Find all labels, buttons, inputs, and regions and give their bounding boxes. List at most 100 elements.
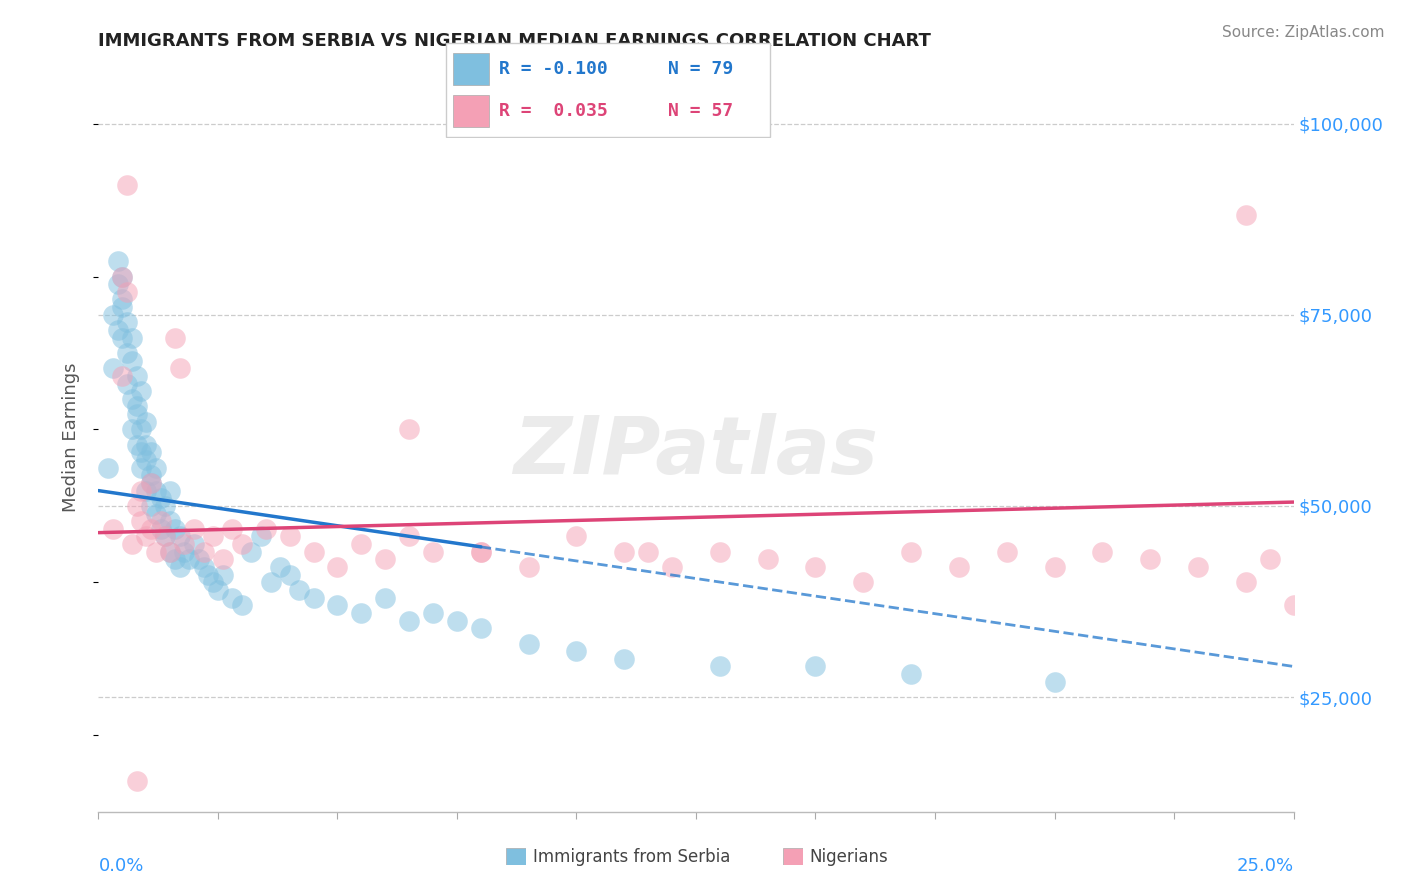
Text: R = -0.100: R = -0.100	[499, 60, 607, 78]
Point	[131, 460, 153, 475]
Point	[135, 415, 157, 429]
Point	[163, 552, 186, 566]
Text: Immigrants from Serbia: Immigrants from Serbia	[533, 848, 730, 866]
Point	[900, 667, 922, 681]
Point	[211, 552, 233, 566]
Point	[135, 438, 157, 452]
Point	[187, 552, 209, 566]
Point	[1043, 560, 1066, 574]
Point	[709, 545, 731, 559]
Point	[326, 560, 349, 574]
Point	[101, 522, 124, 536]
Point	[149, 491, 172, 506]
Point	[159, 514, 181, 528]
Point	[1187, 560, 1209, 574]
Point	[211, 567, 233, 582]
Point	[661, 560, 683, 574]
Point	[121, 353, 143, 368]
Point	[240, 545, 263, 559]
Point	[131, 422, 153, 436]
Point	[115, 178, 138, 192]
Point	[446, 614, 468, 628]
Point	[139, 475, 162, 490]
Point	[1043, 674, 1066, 689]
Point	[1091, 545, 1114, 559]
Point	[470, 545, 492, 559]
Point	[374, 591, 396, 605]
Point	[350, 606, 373, 620]
Point	[517, 636, 540, 650]
Point	[637, 545, 659, 559]
Point	[135, 529, 157, 543]
Point	[231, 599, 253, 613]
Point	[111, 331, 134, 345]
Point	[183, 522, 205, 536]
Point	[145, 483, 167, 498]
Point	[231, 537, 253, 551]
Point	[111, 269, 134, 284]
Point	[374, 552, 396, 566]
FancyBboxPatch shape	[783, 848, 803, 865]
Point	[1139, 552, 1161, 566]
Point	[193, 545, 215, 559]
Point	[398, 422, 420, 436]
Text: Nigerians: Nigerians	[810, 848, 889, 866]
Point	[121, 392, 143, 406]
Point	[302, 591, 325, 605]
Point	[179, 552, 201, 566]
Y-axis label: Median Earnings: Median Earnings	[62, 362, 80, 512]
FancyBboxPatch shape	[446, 43, 770, 137]
Point	[155, 529, 177, 543]
Point	[948, 560, 970, 574]
Text: N = 57: N = 57	[668, 103, 733, 120]
Point	[131, 514, 153, 528]
Point	[159, 545, 181, 559]
Point	[101, 361, 124, 376]
Point	[221, 522, 243, 536]
Point	[159, 545, 181, 559]
Point	[613, 652, 636, 666]
Point	[135, 483, 157, 498]
Point	[470, 621, 492, 635]
Point	[111, 293, 134, 307]
Point	[139, 475, 162, 490]
Point	[326, 599, 349, 613]
Point	[183, 537, 205, 551]
Text: R =  0.035: R = 0.035	[499, 103, 607, 120]
Point	[125, 438, 148, 452]
Point	[169, 560, 191, 574]
Point	[173, 545, 195, 559]
Point	[163, 522, 186, 536]
Point	[121, 537, 143, 551]
Point	[202, 575, 225, 590]
Point	[804, 659, 827, 673]
Point	[169, 361, 191, 376]
Point	[517, 560, 540, 574]
Point	[97, 460, 120, 475]
Point	[221, 591, 243, 605]
Point	[145, 460, 167, 475]
Point	[121, 422, 143, 436]
Point	[259, 575, 281, 590]
Point	[155, 529, 177, 543]
Point	[159, 483, 181, 498]
Point	[111, 300, 134, 314]
Point	[125, 499, 148, 513]
Point	[107, 254, 129, 268]
Point	[135, 453, 157, 467]
Point	[125, 400, 148, 414]
Point	[288, 582, 311, 597]
Point	[101, 308, 124, 322]
Point	[207, 582, 229, 597]
Point	[155, 499, 177, 513]
Text: ZIPatlas: ZIPatlas	[513, 413, 879, 491]
Point	[302, 545, 325, 559]
Point	[149, 522, 172, 536]
Point	[121, 331, 143, 345]
Point	[565, 644, 588, 658]
Point	[995, 545, 1018, 559]
Point	[115, 315, 138, 329]
Point	[250, 529, 273, 543]
Point	[254, 522, 277, 536]
Point	[125, 407, 148, 421]
